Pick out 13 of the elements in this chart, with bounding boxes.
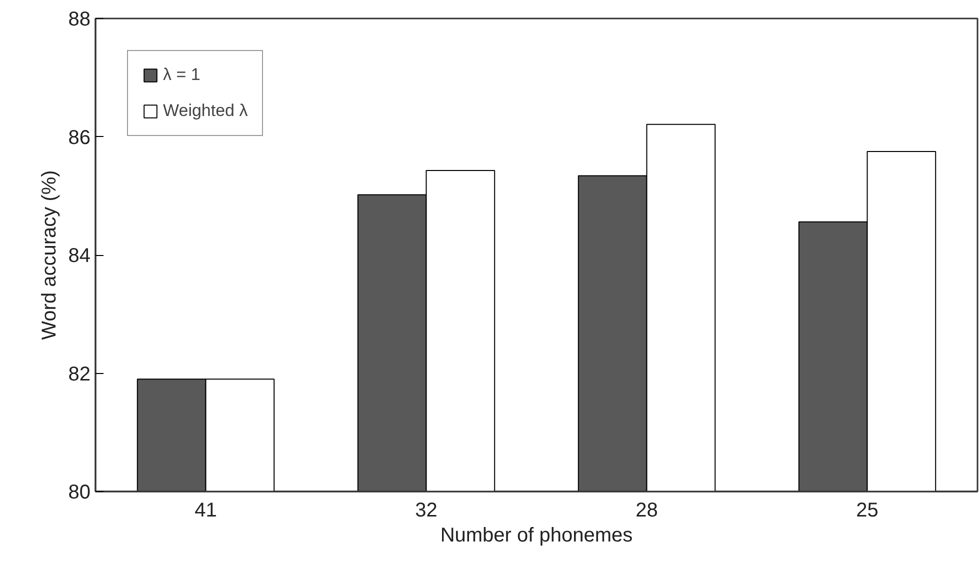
x-tick-label: 32 bbox=[415, 500, 438, 522]
y-tick-label: 82 bbox=[68, 363, 91, 386]
x-tick-label: 28 bbox=[636, 500, 658, 522]
y-axis-title: Word accuracy (%) bbox=[38, 170, 60, 340]
y-tick-label: 86 bbox=[68, 126, 91, 149]
x-axis-title: Number of phonemes bbox=[440, 524, 633, 546]
y-tick-label: 88 bbox=[68, 8, 91, 30]
y-tick-label: 80 bbox=[68, 482, 91, 504]
x-tick-label: 25 bbox=[856, 500, 878, 522]
legend-label: Weighted λ bbox=[163, 101, 248, 121]
x-tick-label: 41 bbox=[194, 500, 217, 522]
legend-label: λ = 1 bbox=[163, 65, 200, 85]
y-tick-label: 84 bbox=[68, 245, 91, 267]
